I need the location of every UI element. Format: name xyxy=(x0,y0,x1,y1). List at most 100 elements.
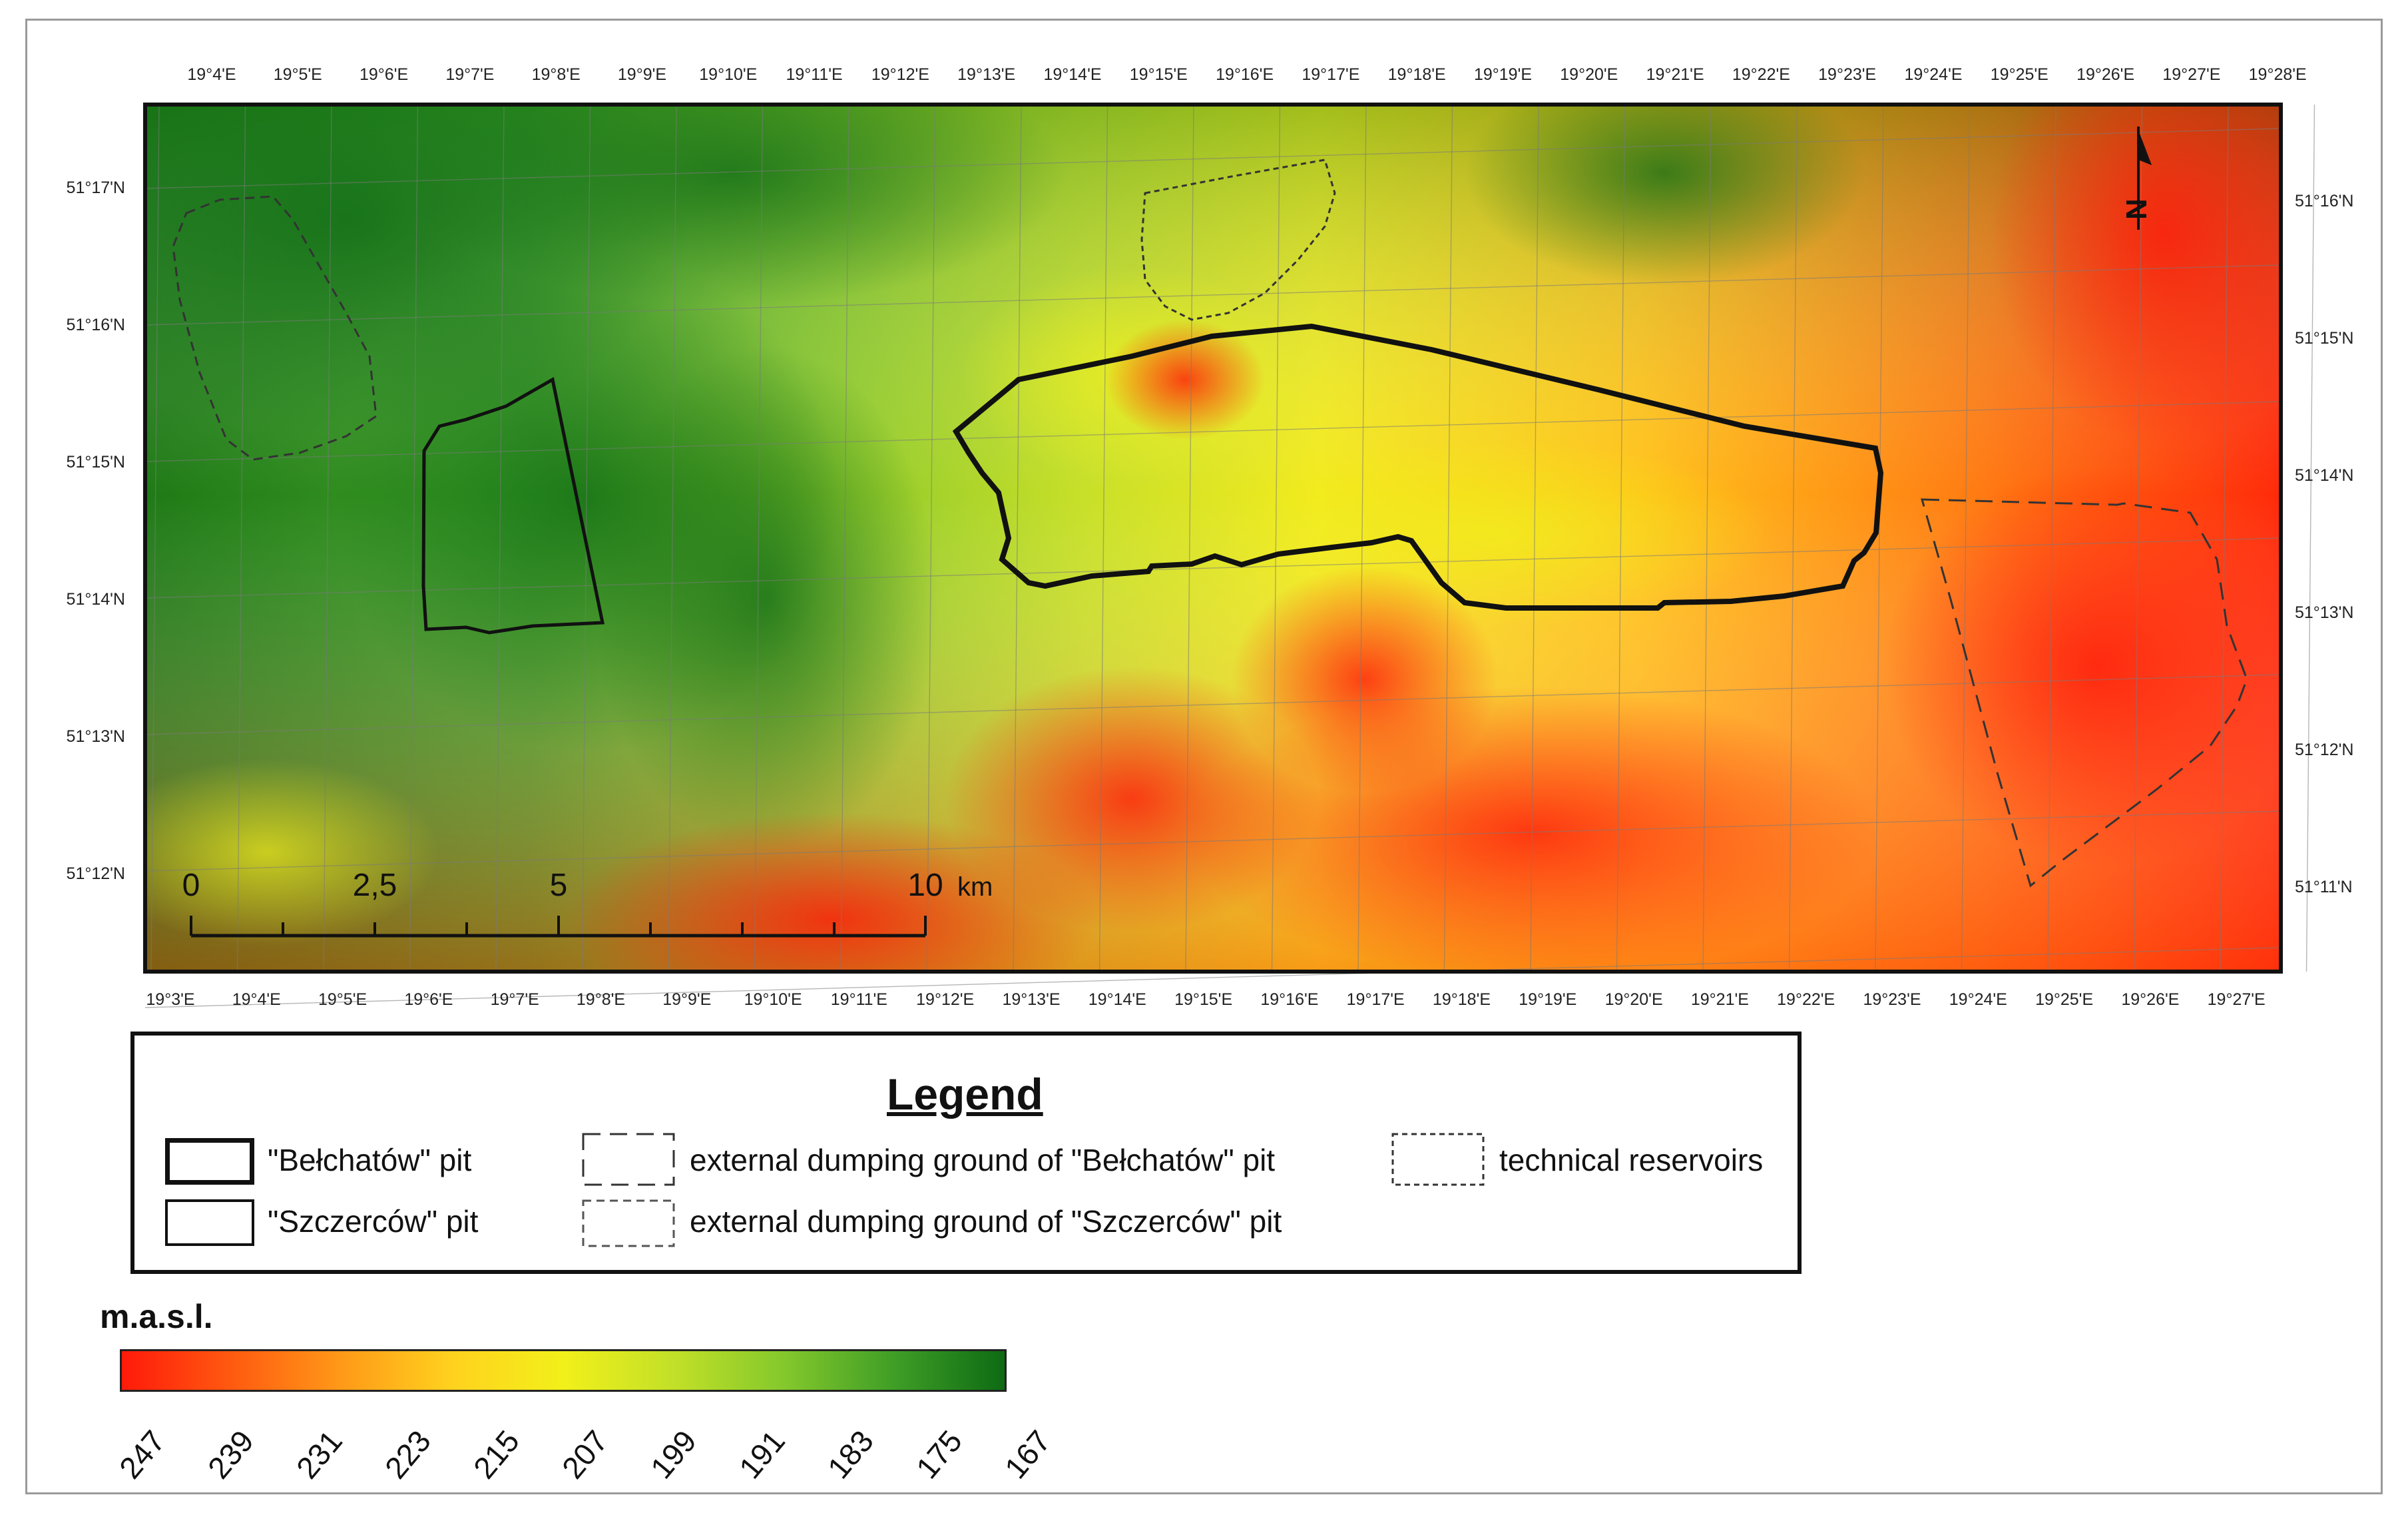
right-latitude-label: 51°15'N xyxy=(2295,329,2353,348)
bottom-longitude-label: 19°27'E xyxy=(2208,990,2266,1009)
top-longitude-label: 19°5'E xyxy=(274,65,322,84)
bottom-longitude-label: 19°25'E xyxy=(2035,990,2093,1009)
belchatow-dumping-ground-outline xyxy=(1920,498,2248,888)
bottom-longitude-label: 19°13'E xyxy=(1002,990,1060,1009)
top-longitude-label: 19°14'E xyxy=(1043,65,1101,84)
meridian-line xyxy=(840,104,849,972)
legend-symbol-belchatow-dumping xyxy=(582,1133,675,1186)
top-longitude-label: 19°21'E xyxy=(1646,65,1704,84)
parallel-line xyxy=(144,401,2282,462)
map-frame xyxy=(25,19,2383,1494)
meridian-line xyxy=(926,104,936,972)
meridian-line xyxy=(2133,104,2143,972)
meridian-line xyxy=(1357,104,1367,972)
bottom-longitude-label: 19°10'E xyxy=(744,990,802,1009)
meridian-line xyxy=(1271,104,1281,972)
bottom-longitude-label: 19°5'E xyxy=(318,990,367,1009)
legend-symbol-technical-reservoirs xyxy=(1391,1133,1485,1186)
left-latitude-label: 51°17'N xyxy=(67,178,125,197)
scale-unit: km xyxy=(957,872,993,902)
bottom-longitude-label: 19°4'E xyxy=(232,990,281,1009)
meridian-line xyxy=(1443,104,1453,972)
north-arrow-icon: N xyxy=(2120,127,2153,230)
top-longitude-label: 19°18'E xyxy=(1388,65,1446,84)
left-latitude-label: 51°15'N xyxy=(67,453,125,471)
top-longitude-label: 19°17'E xyxy=(1302,65,1359,84)
map-neatline xyxy=(143,103,2283,974)
meridian-line xyxy=(754,104,764,972)
bottom-longitude-label: 19°20'E xyxy=(1605,990,1663,1009)
top-longitude-label: 19°19'E xyxy=(1474,65,1532,84)
bottom-longitude-label: 19°24'E xyxy=(1949,990,2007,1009)
parallel-line xyxy=(144,674,2282,735)
legend-label-belchatow-pit: "Bełchatów" pit xyxy=(268,1143,472,1177)
parallel-line xyxy=(144,537,2282,599)
bottom-longitude-label: 19°15'E xyxy=(1174,990,1232,1009)
top-longitude-label: 19°9'E xyxy=(618,65,666,84)
right-latitude-label: 51°14'N xyxy=(2295,466,2353,485)
bottom-longitude-label: 19°12'E xyxy=(916,990,974,1009)
bottom-longitude-label: 19°19'E xyxy=(1519,990,1576,1009)
meridian-line xyxy=(1961,104,1971,972)
bottom-longitude-label: 19°6'E xyxy=(404,990,453,1009)
meridian-line xyxy=(2220,104,2229,972)
bottom-longitude-label: 19°22'E xyxy=(1777,990,1835,1009)
north-arrow-label: N xyxy=(2120,198,2153,220)
scale-label-2-5: 2,5 xyxy=(353,868,397,903)
meridian-line xyxy=(2305,104,2315,972)
legend-label-technical-reservoirs: technical reservoirs xyxy=(1499,1143,1764,1177)
bottom-longitude-label: 19°23'E xyxy=(1863,990,1921,1009)
top-longitude-label: 19°15'E xyxy=(1130,65,1188,84)
top-longitude-label: 19°27'E xyxy=(2162,65,2220,84)
top-longitude-label: 19°8'E xyxy=(532,65,581,84)
meridian-line xyxy=(1098,104,1108,972)
top-longitude-labels: 19°4'E 19°5'E 19°6'E 19°7'E 19°8'E 19°9'E 19°1… xyxy=(187,65,2306,84)
legend-label-szczercow-pit: "Szczerców" pit xyxy=(268,1204,479,1239)
scale-label-10: 10 xyxy=(907,868,943,903)
top-longitude-label: 19°26'E xyxy=(2076,65,2134,84)
bottom-longitude-label: 19°7'E xyxy=(491,990,539,1009)
bottom-longitude-label: 19°14'E xyxy=(1088,990,1146,1009)
meridian-line xyxy=(409,104,419,972)
right-latitude-label: 51°11'N xyxy=(2295,878,2353,896)
top-longitude-label: 19°25'E xyxy=(1991,65,2048,84)
meridian-line xyxy=(2047,104,2056,972)
elevation-colorbar xyxy=(120,1349,1007,1392)
bottom-longitude-labels: 19°3'E 19°4'E 19°5'E 19°6'E 19°7'E 19°8'E 19°9… xyxy=(146,990,2265,1009)
left-latitude-label: 51°16'N xyxy=(67,316,125,334)
top-longitude-label: 19°16'E xyxy=(1216,65,1274,84)
meridian-line xyxy=(150,104,160,972)
top-longitude-label: 19°13'E xyxy=(957,65,1015,84)
bottom-longitude-label: 19°11'E xyxy=(831,990,887,1009)
right-latitude-label: 51°12'N xyxy=(2295,741,2353,759)
meridian-line xyxy=(323,104,332,972)
top-longitude-label: 19°4'E xyxy=(187,65,236,84)
elevation-scale-title: m.a.s.l. xyxy=(100,1298,213,1335)
parallel-line xyxy=(144,947,2282,1008)
bottom-longitude-label: 19°17'E xyxy=(1347,990,1405,1009)
legend-symbol-szczercow-pit xyxy=(165,1199,254,1246)
szczercow-pit-outline xyxy=(421,377,605,635)
right-latitude-label: 51°16'N xyxy=(2295,192,2353,210)
top-longitude-label: 19°22'E xyxy=(1732,65,1790,84)
top-longitude-label: 19°10'E xyxy=(699,65,757,84)
scale-label-0: 0 xyxy=(182,868,200,903)
legend-title: Legend xyxy=(887,1069,1043,1119)
legend-label-belchatow-dumping: external dumping ground of "Bełchatów" p… xyxy=(690,1143,1276,1177)
legend-symbol-belchatow-pit xyxy=(165,1138,254,1185)
left-latitude-label: 51°13'N xyxy=(67,727,125,746)
top-longitude-label: 19°24'E xyxy=(1904,65,1962,84)
meridian-line xyxy=(1185,104,1194,972)
bottom-longitude-label: 19°8'E xyxy=(577,990,625,1009)
scale-label-5: 5 xyxy=(550,868,568,903)
meridian-line xyxy=(1875,104,1884,972)
szczercow-dumping-ground-outline xyxy=(172,195,377,461)
meridian-line xyxy=(1013,104,1022,972)
bottom-longitude-label: 19°9'E xyxy=(662,990,711,1009)
meridian-line xyxy=(1616,104,1626,972)
top-longitude-label: 19°7'E xyxy=(445,65,494,84)
bottom-longitude-label: 19°18'E xyxy=(1433,990,1491,1009)
meridian-line xyxy=(1530,104,1539,972)
top-longitude-label: 19°12'E xyxy=(871,65,929,84)
